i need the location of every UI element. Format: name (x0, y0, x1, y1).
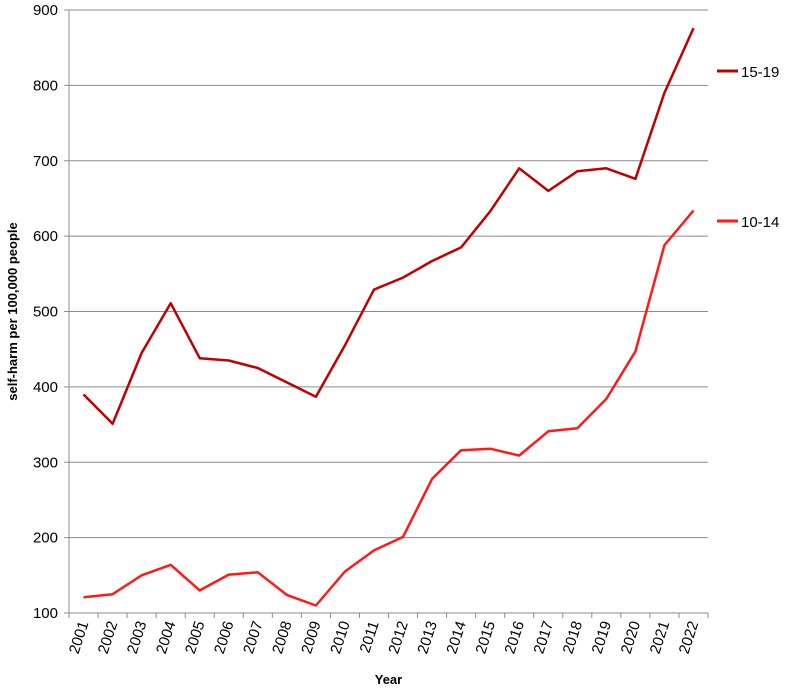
x-tick-label: 2001 (66, 619, 92, 656)
x-tick-label: 2008 (269, 619, 295, 656)
x-axis-title: Year (375, 672, 402, 687)
x-tick-label: 2022 (676, 619, 702, 656)
y-tick-label: 900 (33, 2, 58, 19)
x-tick-label: 2007 (240, 619, 266, 656)
y-tick-label: 800 (33, 77, 58, 94)
x-tick-label: 2006 (211, 619, 237, 656)
y-tick-label: 100 (33, 605, 58, 622)
legend-label-10-14: 10-14 (741, 214, 779, 231)
y-tick-label: 600 (33, 228, 58, 245)
x-tick-label: 2010 (327, 619, 353, 656)
x-tick-label: 2002 (95, 619, 121, 656)
series-line-15-19 (82, 27, 695, 426)
y-tick-label: 200 (33, 530, 58, 547)
x-tick-label: 2003 (124, 619, 150, 656)
x-tick-label: 2019 (589, 619, 615, 656)
x-tick-label: 2005 (182, 619, 208, 656)
x-tick-label: 2020 (618, 619, 644, 656)
y-tick-label: 300 (33, 454, 58, 471)
x-tick-label: 2021 (647, 619, 673, 656)
y-tick-label: 500 (33, 304, 58, 321)
x-tick-label: 2015 (472, 619, 498, 656)
y-axis-title: self-harm per 100,000 people (5, 222, 20, 400)
x-tick-label: 2014 (443, 619, 469, 656)
y-tick-label: 400 (33, 379, 58, 396)
series-line-10-14 (83, 209, 695, 607)
x-tick-label: 2004 (153, 619, 179, 656)
y-tick-label: 700 (33, 153, 58, 170)
x-tick-label: 2016 (502, 619, 528, 656)
axes (64, 9, 709, 618)
legend: 15-19 10-14 (717, 64, 779, 231)
x-tick-label: 2009 (298, 619, 324, 656)
x-tick-label: 2013 (414, 619, 440, 656)
x-tick-labels: 2001 2002 2003 2004 2005 2006 2007 2008 2009 2010… (66, 619, 702, 656)
x-tick-label: 2018 (560, 619, 586, 656)
x-tick-label: 2012 (385, 619, 411, 656)
x-tick-label: 2011 (357, 619, 383, 655)
x-tick-label: 2017 (531, 619, 557, 656)
y-tick-labels: 100 200 300 400 500 600 700 800 900 (33, 2, 58, 622)
legend-label-15-19: 15-19 (741, 64, 779, 81)
series-lines (82, 27, 695, 607)
